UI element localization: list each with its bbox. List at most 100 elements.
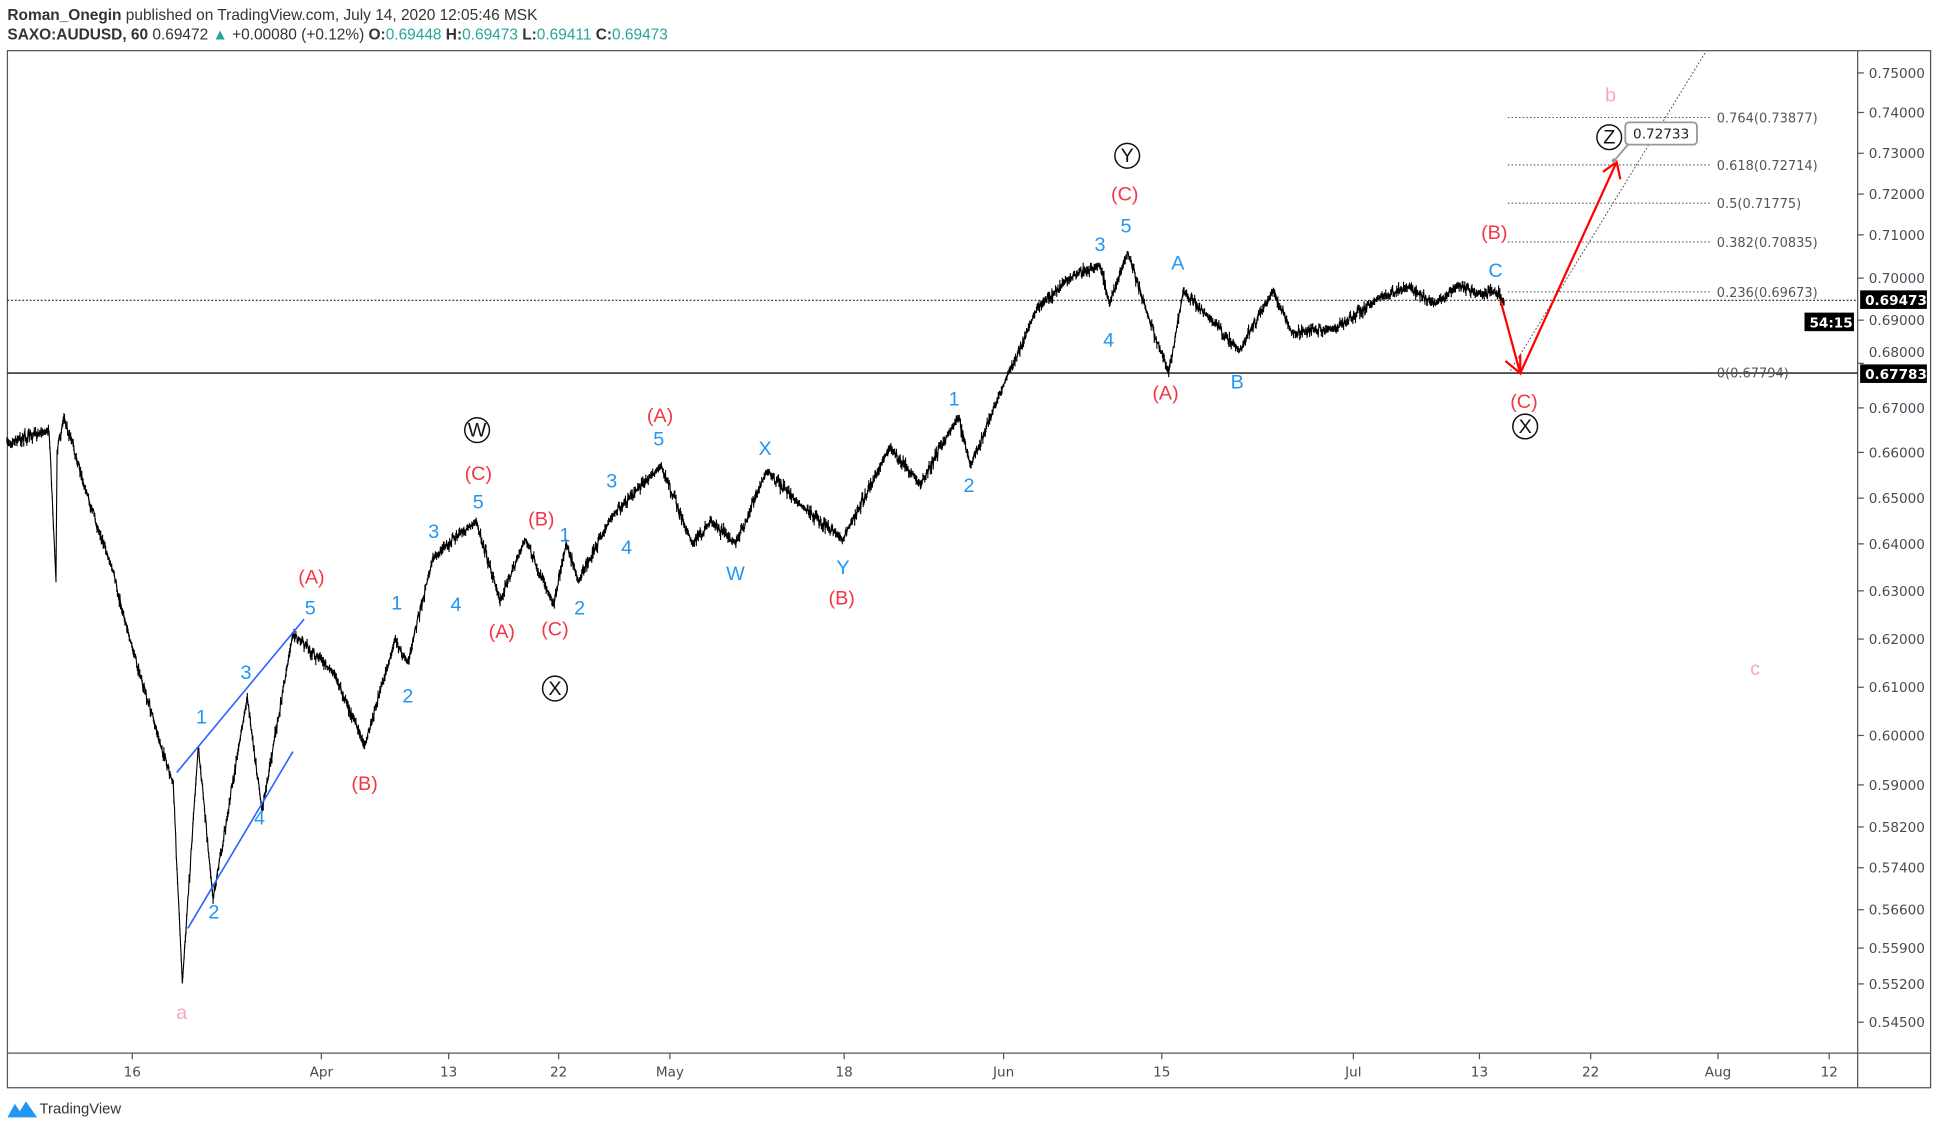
wave-label[interactable]: 3: [606, 470, 617, 492]
low-label: L:: [522, 27, 537, 44]
wave-label[interactable]: 5: [1120, 216, 1131, 238]
wave-label[interactable]: 5: [305, 598, 316, 620]
tradingview-logo-icon: [7, 1101, 38, 1118]
fib-level-label: 0.5(0.71775): [1717, 197, 1801, 212]
price-callout[interactable]: 0.72733: [1611, 121, 1698, 164]
wave-label[interactable]: (C): [1111, 184, 1138, 206]
wave-label[interactable]: 1: [949, 389, 960, 411]
wave-label[interactable]: (B): [528, 509, 554, 531]
fib-level-label: 0.764(0.73877): [1717, 111, 1818, 126]
wave-label[interactable]: a: [176, 1002, 187, 1024]
price-series: [6, 250, 1505, 984]
wave-label-text: Y: [1121, 145, 1134, 167]
wave-label[interactable]: 2: [402, 685, 413, 707]
wave-label[interactable]: c: [1750, 658, 1760, 680]
price-tick-label: 0.55900: [1869, 941, 1925, 957]
wave-label[interactable]: 3: [428, 521, 439, 543]
wave-label[interactable]: Z: [1596, 124, 1623, 151]
wave-label-text: 5: [653, 428, 664, 450]
price-tick-label: 0.71000: [1869, 228, 1925, 244]
wave-label[interactable]: b: [1605, 85, 1616, 107]
wave-label-text: Z: [1603, 127, 1615, 149]
wave-labels[interactable]: (A)53142a(B)12345(C)W(A)(B)1(C)2X34(A)5W…: [176, 85, 1760, 1024]
wave-label-text: 4: [621, 537, 632, 559]
author-name[interactable]: Roman_Onegin: [7, 7, 121, 24]
wave-label[interactable]: (A): [298, 567, 324, 589]
wave-label-text: 1: [559, 525, 570, 547]
wave-label[interactable]: (B): [829, 588, 855, 610]
price-axis[interactable]: 0.75000 0.74000 0.73000 0.72000 0.71000 0.700…: [1857, 66, 1925, 1031]
wedge-upper-line[interactable]: [176, 618, 305, 774]
wave-label-text: W: [726, 563, 745, 585]
wave-label[interactable]: (B): [1481, 222, 1507, 244]
price-tick-label: 0.63000: [1869, 584, 1925, 600]
wave-label-text: (C): [465, 463, 492, 485]
wave-label[interactable]: (C): [465, 463, 492, 485]
wave-label[interactable]: 4: [1103, 329, 1114, 351]
wave-label[interactable]: X: [758, 438, 771, 460]
wave-label[interactable]: (C): [541, 619, 568, 641]
wave-label[interactable]: X: [1512, 413, 1539, 440]
price-tick-label: 0.75000: [1869, 66, 1925, 82]
wave-label[interactable]: 5: [473, 491, 484, 513]
wave-label-text: 2: [402, 685, 413, 707]
countdown-badge-text: 54:15: [1809, 315, 1852, 331]
wave-label-text: b: [1605, 85, 1616, 107]
wave-label[interactable]: 1: [391, 593, 402, 615]
price-tick-label: 0.61000: [1869, 680, 1925, 696]
wave-label[interactable]: 1: [196, 706, 207, 728]
wave-label[interactable]: 2: [208, 902, 219, 924]
projection-arrow-down[interactable]: [1499, 300, 1522, 376]
tradingview-logo[interactable]: TradingView: [7, 1101, 121, 1118]
level-price-badge: [1860, 364, 1927, 383]
price-tick-label: 0.72000: [1869, 187, 1925, 203]
fib-retracement[interactable]: 0.764(0.73877) 0.618(0.72714) 0.5(0.71775)…: [1507, 111, 1818, 382]
wave-label[interactable]: W: [726, 563, 745, 585]
wave-label[interactable]: X: [541, 675, 569, 702]
last-price: 0.69472: [152, 27, 208, 44]
drawings[interactable]: 0.72733: [176, 51, 1707, 929]
publish-info: Roman_Onegin published on TradingView.co…: [7, 7, 538, 24]
high-label: H:: [446, 27, 462, 44]
wave-label[interactable]: A: [1171, 253, 1185, 275]
wave-label[interactable]: 4: [621, 537, 632, 559]
wave-label[interactable]: 4: [451, 594, 462, 616]
publish-text: published on TradingView.com, July 14, 2…: [121, 7, 538, 24]
wave-label-text: 4: [1103, 329, 1114, 351]
wave-label[interactable]: 3: [1095, 234, 1106, 256]
wave-label[interactable]: (A): [489, 621, 515, 643]
wave-label-text: 3: [1095, 234, 1106, 256]
wave-label[interactable]: Y: [836, 557, 849, 579]
wave-label[interactable]: (A): [1152, 383, 1178, 405]
wave-label[interactable]: C: [1488, 260, 1502, 282]
projection-arrow-up[interactable]: [1519, 160, 1622, 374]
symbol-name: SAXO:AUDUSD, 60: [7, 27, 148, 44]
fib-level-label: 0(0.67794): [1717, 367, 1789, 382]
wave-label[interactable]: 2: [574, 598, 585, 620]
wave-label-text: A: [1171, 253, 1185, 275]
wave-label[interactable]: B: [1231, 371, 1244, 393]
wave-label[interactable]: Y: [1114, 142, 1141, 169]
wedge-lower-line[interactable]: [187, 751, 294, 929]
wave-label[interactable]: 1: [559, 525, 570, 547]
wave-label-text: (B): [528, 509, 554, 531]
wave-label[interactable]: 5: [653, 428, 664, 450]
wave-label[interactable]: 3: [240, 662, 251, 684]
wave-label[interactable]: 4: [254, 808, 265, 830]
time-tick-label: 13: [440, 1065, 457, 1081]
wave-label[interactable]: (B): [351, 773, 377, 795]
time-axis[interactable]: 16 Apr 13 22 May 18 Jun 15 Jul 13 22 Aug 12: [124, 1053, 1838, 1081]
time-tick-label: 13: [1471, 1065, 1488, 1081]
price-tick-label: 0.67000: [1869, 401, 1925, 417]
wave-label[interactable]: (A): [647, 405, 673, 427]
price-tick-label: 0.65000: [1869, 491, 1925, 507]
price-tick-label: 0.66000: [1869, 445, 1925, 461]
wave-label[interactable]: 2: [964, 475, 975, 497]
wave-label[interactable]: (C): [1510, 391, 1537, 413]
last-price-badge: [1860, 290, 1927, 309]
wave-label-text: 3: [240, 662, 251, 684]
trend-dotted-line[interactable]: [1509, 51, 1707, 372]
wave-label[interactable]: W: [463, 417, 491, 444]
wave-label-text: 1: [949, 389, 960, 411]
